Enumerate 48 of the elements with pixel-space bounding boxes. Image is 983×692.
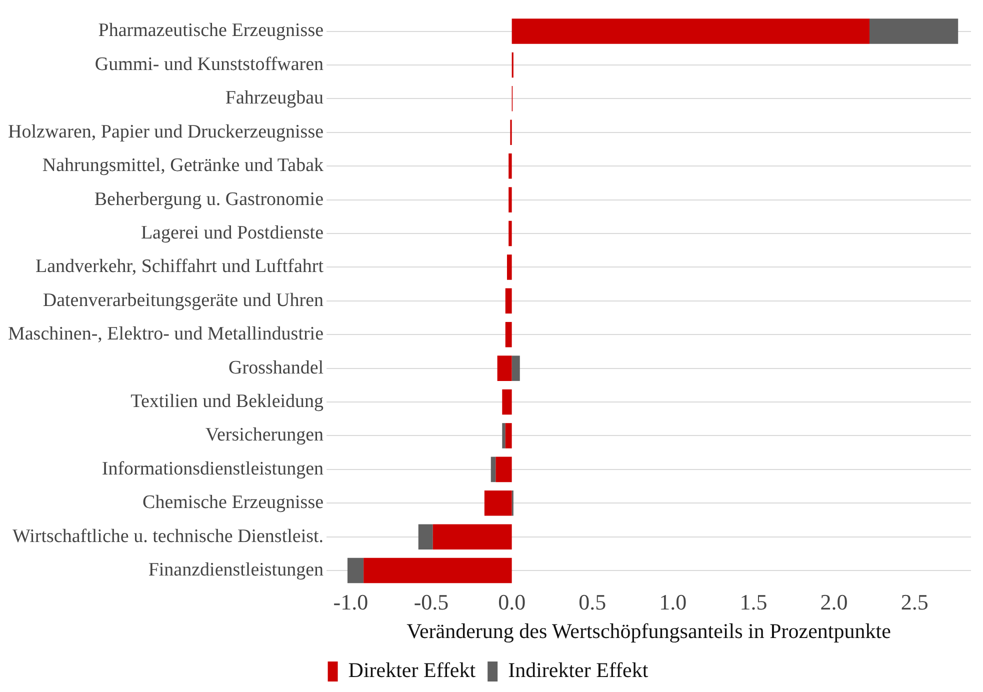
legend-label: Indirekter Effekt xyxy=(508,658,648,682)
y-tick-label: Beherbergung u. Gastronomie xyxy=(94,188,324,210)
y-tick-label: Grosshandel xyxy=(228,357,324,378)
legend-label: Direkter Effekt xyxy=(348,658,476,682)
bar xyxy=(347,558,364,584)
y-tick-label: Maschinen-, Elektro- und Metallindustrie xyxy=(8,324,324,345)
bar xyxy=(512,356,520,381)
bar xyxy=(508,153,512,179)
bar xyxy=(502,389,512,415)
bar xyxy=(508,187,512,212)
y-tick-label: Textilien und Bekleidung xyxy=(130,391,324,412)
bar xyxy=(869,18,958,44)
y-tick-label: Datenverarbeitungsgeräte und Uhren xyxy=(42,290,324,311)
x-tick-label: 0.5 xyxy=(578,589,606,614)
y-tick-label: Wirtschaftliche u. technische Dienstleist. xyxy=(12,526,324,547)
bar xyxy=(502,423,506,448)
y-tick-label: Chemische Erzeugnisse xyxy=(142,492,324,514)
y-tick-label: Informationsdienstleistungen xyxy=(102,458,324,480)
y-tick-label: Finanzdienstleistungen xyxy=(148,560,324,581)
bar xyxy=(490,456,496,482)
bar xyxy=(512,18,870,44)
bar xyxy=(505,423,512,448)
bar xyxy=(505,288,512,314)
bar xyxy=(508,220,512,246)
y-tick-label: Gummi- und Kunststoffwaren xyxy=(94,54,324,75)
y-tick-label: Holzwaren, Papier und Druckerzeugnisse xyxy=(8,121,324,142)
y-tick-label: Lagerei und Postdienste xyxy=(140,222,324,244)
bar xyxy=(497,356,512,381)
bar xyxy=(506,254,512,280)
bar xyxy=(432,524,512,550)
y-tick-label: Pharmazeutische Erzeugnisse xyxy=(98,20,324,42)
x-tick-label: -1.0 xyxy=(333,589,368,614)
x-tick-label: 1.0 xyxy=(659,589,687,614)
bar xyxy=(496,456,512,482)
x-tick-label: 2.5 xyxy=(900,589,928,614)
x-tick-label: 1.5 xyxy=(740,589,768,614)
x-tick-label: -0.5 xyxy=(414,589,449,614)
bar xyxy=(418,524,433,550)
x-axis-title: Veränderung des Wertschöpfungsanteils in Prozentpunkte xyxy=(406,618,891,643)
bar xyxy=(484,490,512,516)
y-tick-label: Versicherungen xyxy=(205,424,324,446)
x-tick-label: 2.0 xyxy=(820,589,848,614)
y-tick-label: Nahrungsmittel, Getränke und Tabak xyxy=(42,155,324,176)
y-tick-label: Fahrzeugbau xyxy=(225,88,324,109)
bar xyxy=(364,558,512,584)
x-tick-label: 0.0 xyxy=(498,589,526,614)
y-tick-label: Landverkehr, Schiffahrt und Luftfahrt xyxy=(36,256,324,278)
bar xyxy=(505,322,512,348)
